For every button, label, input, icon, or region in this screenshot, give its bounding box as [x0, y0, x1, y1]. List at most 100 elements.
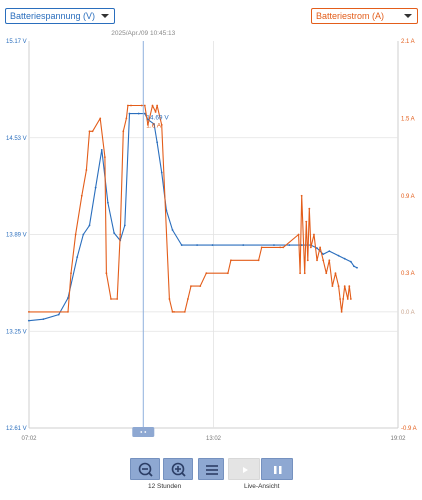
current-data-point — [257, 259, 260, 262]
right-tick-label: 0.9 A — [401, 194, 415, 200]
left-series-select-label: Batteriespannung (V) — [10, 11, 96, 21]
voltage-data-point — [143, 112, 146, 115]
current-data-point — [80, 194, 83, 197]
current-data-point — [299, 272, 302, 275]
left-tick-label: 13.25 V — [6, 329, 27, 335]
voltage-data-point — [211, 244, 214, 246]
play-button[interactable] — [228, 458, 260, 480]
current-data-point — [342, 298, 345, 300]
current-data-point — [74, 233, 77, 236]
voltage-data-point — [180, 244, 183, 246]
x-tick-label: 13:02 — [206, 436, 222, 442]
voltage-data-point — [171, 229, 174, 231]
current-data-point — [168, 298, 171, 300]
voltage-data-point — [88, 224, 91, 227]
current-series-line — [28, 104, 352, 313]
current-data-point — [322, 259, 325, 262]
voltage-data-point — [82, 233, 85, 236]
current-data-point — [328, 259, 331, 262]
menu-button[interactable] — [198, 458, 224, 480]
current-data-point — [171, 311, 174, 313]
voltage-data-point — [128, 112, 131, 115]
crosshair-drag-handle[interactable] — [132, 427, 155, 437]
current-data-point — [297, 233, 300, 236]
current-data-point — [154, 111, 157, 113]
left-tick-label: 12.61 V — [6, 426, 27, 432]
current-data-point — [160, 123, 163, 126]
right-series-select-label: Batteriestrom (A) — [316, 11, 385, 21]
left-series-select[interactable]: Batteriespannung (V) — [5, 8, 115, 24]
voltage-data-point — [113, 232, 115, 234]
cursor-time-label: 2025/Apr./09 10:45:13 — [111, 30, 175, 37]
right-tick-label: -0.9 A — [401, 426, 417, 432]
chart-plot: 15.17 V 14.53 V 13.89 V 13.25 V 12.61 V 2.1 A… — [6, 30, 417, 442]
x-tick-label: 07:02 — [21, 436, 37, 442]
current-data-point — [339, 298, 341, 300]
x-tick-label: 19:02 — [390, 436, 406, 442]
current-data-point — [156, 104, 159, 107]
menu-icon — [206, 465, 218, 475]
current-data-point — [348, 285, 351, 287]
voltage-data-point — [76, 256, 79, 259]
current-data-point — [334, 272, 337, 275]
current-data-point — [309, 246, 312, 249]
zoom-in-button[interactable] — [163, 458, 193, 480]
voltage-data-point — [273, 244, 275, 246]
current-data-point — [127, 104, 129, 107]
current-data-point — [67, 311, 69, 313]
current-data-point — [349, 298, 352, 300]
voltage-data-point — [107, 201, 109, 204]
cursor-voltage-label: 14.69 V — [146, 115, 169, 122]
current-data-point — [122, 130, 125, 133]
play-icon — [243, 467, 248, 473]
current-data-point — [85, 169, 88, 171]
current-data-point — [173, 311, 175, 313]
current-data-point — [70, 272, 72, 275]
current-data-point — [300, 194, 303, 197]
current-data-point — [340, 311, 343, 313]
voltage-data-point — [349, 260, 352, 263]
voltage-data-point — [67, 297, 69, 299]
voltage-data-point — [137, 112, 140, 115]
current-data-point — [230, 259, 232, 262]
current-data-point — [125, 117, 128, 120]
current-data-point — [282, 246, 285, 249]
current-data-point — [130, 104, 132, 107]
handle-grip-dot — [140, 431, 143, 433]
right-series-select[interactable]: Batteriestrom (A) — [311, 8, 418, 24]
current-data-point — [346, 298, 349, 300]
current-data-point — [279, 246, 282, 249]
current-data-point — [316, 259, 318, 262]
zoom-out-button[interactable] — [130, 458, 160, 480]
current-data-point — [343, 285, 346, 287]
current-data-point — [183, 311, 186, 313]
current-data-point — [303, 272, 306, 275]
voltage-data-point — [160, 171, 163, 174]
pause-button[interactable] — [261, 458, 293, 480]
current-data-point — [260, 246, 263, 249]
current-data-point — [151, 104, 154, 107]
current-data-point — [190, 285, 192, 287]
left-tick-label: 15.17 V — [6, 39, 27, 45]
voltage-data-point — [322, 253, 325, 256]
current-data-point — [337, 285, 340, 287]
voltage-data-point — [196, 244, 199, 246]
voltage-data-point — [316, 247, 318, 250]
chevron-down-icon — [101, 14, 109, 18]
voltage-data-point — [288, 244, 291, 246]
current-data-point — [199, 285, 202, 287]
right-tick-label: 0.3 A — [401, 271, 415, 277]
voltage-data-point — [57, 313, 60, 316]
current-data-point — [27, 311, 30, 313]
right-tick-label: 2.1 A — [401, 39, 415, 45]
pause-icon — [274, 466, 282, 474]
current-data-point — [140, 104, 143, 107]
current-data-point — [88, 130, 91, 133]
current-data-point — [116, 298, 119, 300]
zoom-in-icon — [171, 462, 186, 477]
current-data-point — [186, 298, 189, 300]
current-data-point — [331, 285, 334, 287]
voltage-data-point — [100, 148, 103, 151]
current-data-point — [99, 117, 102, 120]
zoom-range-label: 12 Stunden — [148, 483, 182, 490]
